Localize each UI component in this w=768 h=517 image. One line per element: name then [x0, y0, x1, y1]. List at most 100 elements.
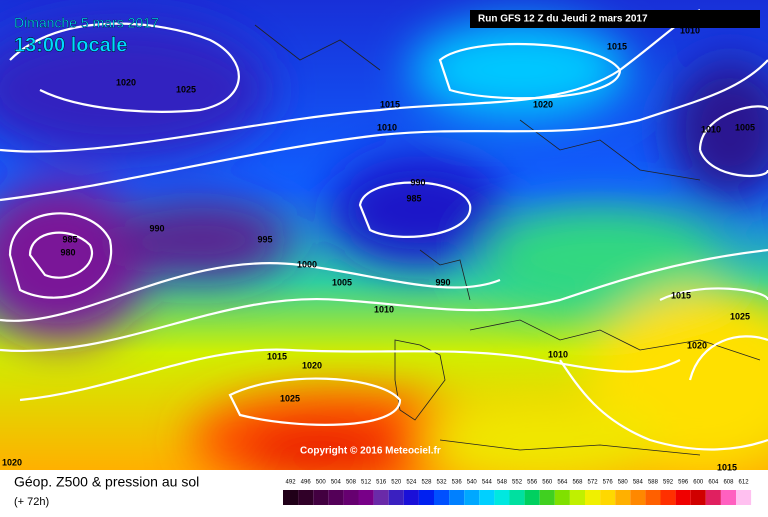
- legend-swatch: [313, 490, 329, 505]
- map-field: [0, 0, 768, 490]
- legend-label: 496: [301, 480, 312, 486]
- legend-label: 516: [376, 480, 387, 486]
- isobar-label: 1010: [374, 304, 394, 314]
- legend-swatch: [509, 490, 525, 505]
- isobar-label: 1010: [548, 349, 568, 359]
- legend-swatch: [449, 490, 465, 505]
- isobars: [0, 9, 768, 451]
- legend-swatch: [660, 490, 676, 505]
- isobar-label: 1020: [302, 360, 322, 370]
- legend-label: 544: [482, 480, 493, 486]
- copyright: Copyright © 2016 Meteociel.fr: [300, 446, 441, 457]
- legend-swatch: [434, 490, 450, 505]
- isobar-label: 980: [60, 247, 75, 257]
- legend-swatch: [403, 490, 419, 505]
- legend-swatch: [479, 490, 495, 505]
- date: Dimanche 5 mars 2017: [14, 15, 159, 31]
- legend-swatch: [690, 490, 706, 505]
- color-legend: 492 496 500 504 508 512 516 520 524 528 532 536 540 5…: [283, 480, 752, 505]
- legend-swatch: [630, 490, 646, 505]
- isobar-labels: 1020 1025 1015 1010 1020 1015 1010 1010 1005 990 9…: [2, 25, 755, 472]
- legend-swatch: [328, 490, 344, 505]
- isobar-label: 1020: [533, 99, 553, 109]
- legend-label: 596: [678, 480, 689, 486]
- legend-label: 556: [527, 480, 538, 486]
- isobar-label: 1015: [671, 290, 691, 300]
- isobar-label: 990: [149, 223, 164, 233]
- legend-swatch: [388, 490, 404, 505]
- isobar-label: 1005: [735, 122, 755, 132]
- isobar-label: 1015: [267, 351, 287, 361]
- legend-label: 580: [618, 480, 629, 486]
- legend-label: 564: [557, 480, 568, 486]
- run-info: Run GFS 12 Z du Jeudi 2 mars 2017: [478, 14, 648, 25]
- isobar-label: 990: [435, 277, 450, 287]
- isobar-label: 1025: [730, 311, 750, 321]
- legend-label: 604: [708, 480, 719, 486]
- legend-swatch: [524, 490, 540, 505]
- legend-label: 532: [437, 480, 448, 486]
- footer-lead: (+ 72h): [14, 496, 49, 508]
- legend-label: 600: [693, 480, 704, 486]
- isobar-label: 1025: [176, 84, 196, 94]
- isobar-label: 995: [257, 234, 272, 244]
- legend-swatch: [373, 490, 389, 505]
- legend-label: 540: [467, 480, 478, 486]
- isobar-label: 1010: [377, 122, 397, 132]
- isobar-label: 1010: [701, 124, 721, 134]
- legend-label: 508: [346, 480, 357, 486]
- isobar-label: 990: [410, 177, 425, 187]
- isobar-label: 1020: [2, 457, 22, 467]
- legend-swatch: [358, 490, 374, 505]
- legend-label: 552: [512, 480, 523, 486]
- legend-swatch: [615, 490, 631, 505]
- legend-label: 608: [723, 480, 734, 486]
- isobar-label: 1015: [717, 462, 737, 472]
- isobar-label: 1010: [680, 25, 700, 35]
- legend-swatch: [343, 490, 359, 505]
- legend-label: 612: [739, 480, 750, 486]
- legend-label: 576: [603, 480, 614, 486]
- legend-label: 568: [572, 480, 583, 486]
- legend-swatch: [720, 490, 736, 505]
- legend-label: 512: [361, 480, 372, 486]
- legend-swatch: [494, 490, 510, 505]
- isobar-label: 985: [62, 234, 77, 244]
- legend-swatch: [418, 490, 434, 505]
- isobar-label: 1000: [297, 259, 317, 269]
- legend-swatch: [705, 490, 721, 505]
- legend-swatch: [298, 490, 314, 505]
- isobar-label: 1005: [332, 277, 352, 287]
- time: 13:00 locale: [14, 34, 127, 56]
- isobar-label: 1015: [380, 99, 400, 109]
- isobar-label: 985: [406, 193, 421, 203]
- legend-label: 536: [452, 480, 463, 486]
- legend-label: 548: [497, 480, 508, 486]
- legend-label: 520: [391, 480, 402, 486]
- legend-label: 588: [648, 480, 659, 486]
- legend-swatch: [675, 490, 691, 505]
- footer-title: Géop. Z500 & pression au sol: [14, 474, 199, 490]
- legend-swatch: [569, 490, 585, 505]
- isobar-label: 1025: [280, 393, 300, 403]
- legend-swatch: [736, 490, 752, 505]
- legend-label: 592: [663, 480, 674, 486]
- isobar-label: 1020: [687, 340, 707, 350]
- legend-label: 504: [331, 480, 342, 486]
- legend-label: 584: [633, 480, 644, 486]
- legend-label: 524: [406, 480, 417, 486]
- legend-swatch: [585, 490, 601, 505]
- legend-label: 500: [316, 480, 327, 486]
- isobar-label: 1020: [116, 77, 136, 87]
- legend-swatch: [464, 490, 480, 505]
- legend-label: 572: [588, 480, 599, 486]
- legend-label: 560: [542, 480, 553, 486]
- legend-swatch: [554, 490, 570, 505]
- isobar-label: 1015: [607, 41, 627, 51]
- legend-swatch: [539, 490, 555, 505]
- legend-swatch: [600, 490, 616, 505]
- legend-swatch: [645, 490, 661, 505]
- legend-label: 528: [421, 480, 432, 486]
- run-box: [470, 10, 760, 28]
